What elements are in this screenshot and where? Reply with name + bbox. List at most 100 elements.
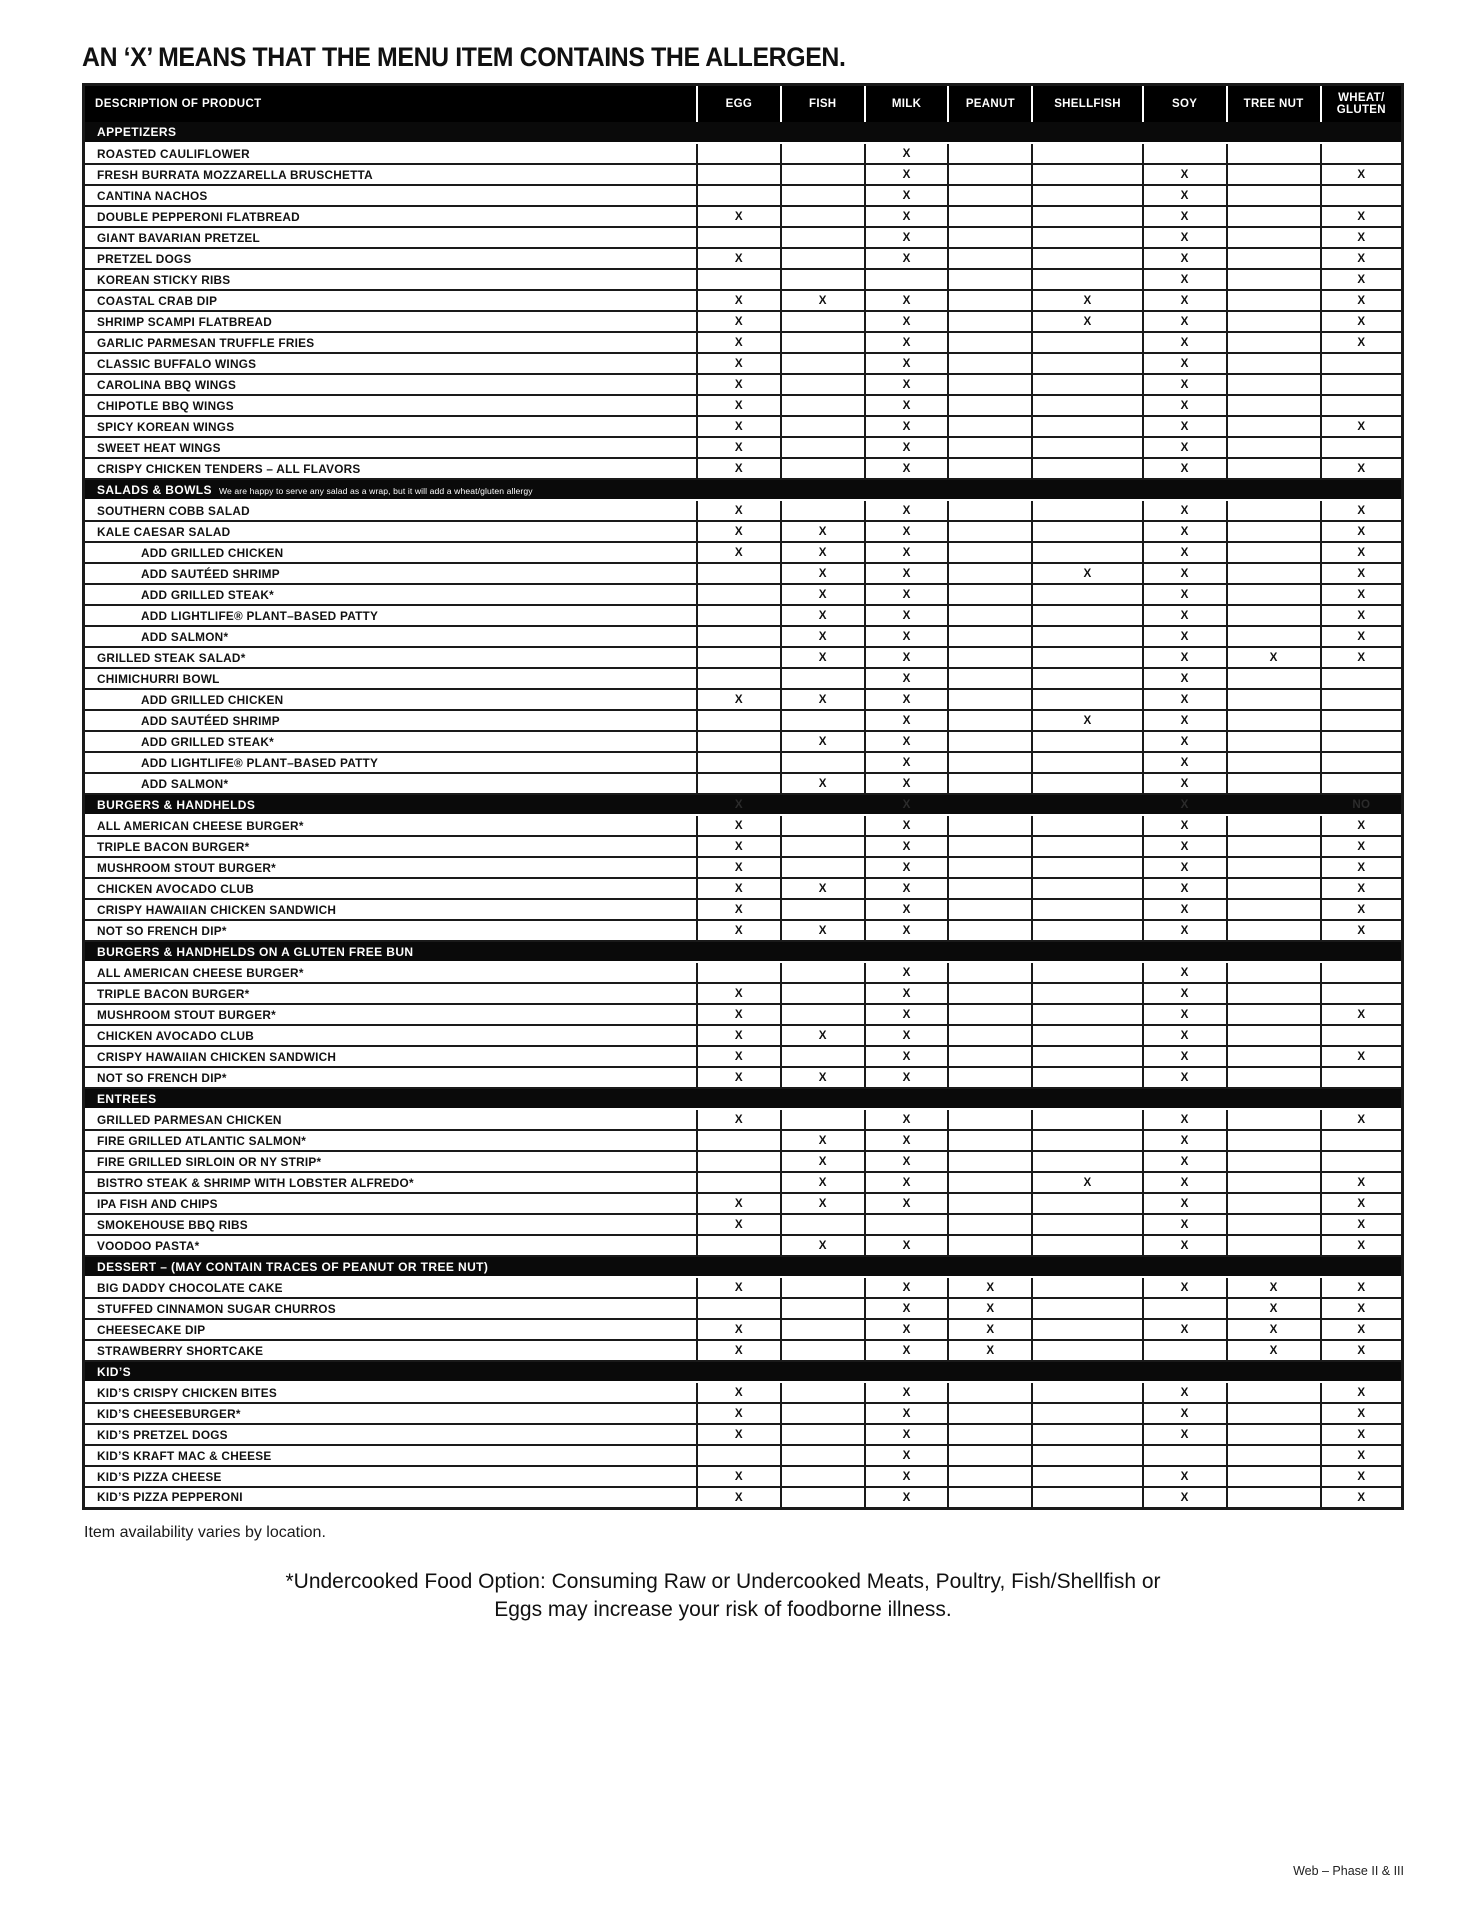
allergen-cell-wheat: X bbox=[1320, 332, 1403, 355]
allergen-cell-shellfish bbox=[1032, 1424, 1144, 1447]
allergen-cell-milk: X bbox=[864, 1319, 950, 1342]
table-header: DESCRIPTION OF PRODUCT EGG FISH MILK PEA… bbox=[83, 84, 1403, 123]
menu-item-name: CRISPY CHICKEN TENDERS – ALL FLAVORS bbox=[83, 458, 698, 481]
allergen-cell-egg bbox=[696, 122, 782, 145]
allergen-cell-egg: X bbox=[696, 1424, 782, 1447]
allergen-cell-fish bbox=[780, 269, 866, 292]
menu-item-name: STRAWBERRY SHORTCAKE bbox=[83, 1340, 698, 1363]
allergen-cell-soy: X bbox=[1142, 206, 1228, 229]
allergen-cell-egg: X bbox=[696, 1046, 782, 1069]
allergen-cell-milk: X bbox=[864, 1004, 950, 1027]
allergen-cell-soy: X bbox=[1142, 395, 1228, 418]
allergen-cell-wheat bbox=[1320, 1067, 1403, 1090]
allergen-cell-soy: X bbox=[1142, 920, 1228, 943]
allergen-cell-treenut bbox=[1226, 269, 1322, 292]
allergen-cell-soy bbox=[1142, 143, 1228, 166]
allergen-cell-egg: X bbox=[696, 983, 782, 1006]
allergen-cell-soy: X bbox=[1142, 332, 1228, 355]
allergen-cell-peanut bbox=[948, 1067, 1034, 1090]
allergen-cell-shellfish bbox=[1032, 1109, 1144, 1132]
table-row: CANTINA NACHOS X X bbox=[83, 185, 1403, 208]
menu-item-name: KID’S PIZZA CHEESE bbox=[83, 1466, 698, 1489]
allergen-cell-fish bbox=[780, 1109, 866, 1132]
allergen-cell-fish bbox=[780, 227, 866, 250]
allergen-cell-egg: X bbox=[696, 1487, 782, 1509]
allergen-cell-fish bbox=[780, 479, 866, 502]
table-row: MUSHROOM STOUT BURGER* X X X X bbox=[83, 857, 1403, 880]
allergen-cell-egg bbox=[696, 710, 782, 733]
allergen-cell-fish: X bbox=[780, 1172, 866, 1195]
allergen-cell-peanut bbox=[948, 857, 1034, 880]
section-header-row: SALADS & BOWLS We are happy to serve any … bbox=[83, 479, 1404, 502]
allergen-cell-peanut bbox=[948, 374, 1034, 397]
allergen-cell-soy: X bbox=[1142, 815, 1228, 838]
allergen-cell-treenut bbox=[1226, 626, 1322, 649]
allergen-cell-soy bbox=[1142, 479, 1228, 502]
table-row: FIRE GRILLED ATLANTIC SALMON* X X X bbox=[83, 1130, 1403, 1153]
allergen-cell-shellfish bbox=[1032, 1340, 1144, 1363]
allergen-cell-shellfish bbox=[1032, 1382, 1144, 1405]
section-header-row: BURGERS & HANDHELDS X X X NO bbox=[83, 794, 1404, 817]
allergen-cell-peanut bbox=[948, 143, 1034, 166]
column-header-treenut: TREE NUT bbox=[1226, 84, 1322, 123]
allergen-cell-peanut bbox=[948, 1361, 1034, 1384]
allergen-cell-treenut bbox=[1226, 752, 1322, 775]
allergen-cell-fish: X bbox=[780, 290, 866, 313]
table-row: ADD GRILLED STEAK* X X X X bbox=[83, 584, 1403, 607]
allergen-cell-shellfish bbox=[1032, 1046, 1144, 1069]
allergen-cell-shellfish bbox=[1032, 395, 1144, 418]
allergen-cell-peanut bbox=[948, 1487, 1034, 1509]
allergen-cell-soy: X bbox=[1142, 1403, 1228, 1426]
section-label: BURGERS & HANDHELDS bbox=[83, 794, 698, 817]
allergen-cell-milk: X bbox=[864, 857, 950, 880]
allergen-cell-fish: X bbox=[780, 542, 866, 565]
allergen-cell-milk: X bbox=[864, 1487, 950, 1509]
allergen-cell-fish bbox=[780, 332, 866, 355]
menu-item-name: KID’S PIZZA PEPPERONI bbox=[83, 1487, 698, 1509]
table-row: KID’S CHEESEBURGER* X X X X bbox=[83, 1403, 1403, 1426]
menu-item-name: CHIPOTLE BBQ WINGS bbox=[83, 395, 698, 418]
allergen-cell-peanut bbox=[948, 605, 1034, 628]
allergen-cell-shellfish bbox=[1032, 899, 1144, 922]
allergen-cell-peanut bbox=[948, 1214, 1034, 1237]
menu-item-name: COASTAL CRAB DIP bbox=[83, 290, 698, 313]
column-header-peanut: PEANUT bbox=[948, 84, 1034, 123]
allergen-cell-milk bbox=[864, 941, 950, 964]
table-row: ADD GRILLED CHICKEN X X X X X bbox=[83, 542, 1403, 565]
table-row: ALL AMERICAN CHEESE BURGER* X X bbox=[83, 962, 1403, 985]
allergen-cell-soy: X bbox=[1142, 836, 1228, 859]
allergen-cell-treenut bbox=[1226, 731, 1322, 754]
allergen-cell-treenut bbox=[1226, 941, 1322, 964]
allergen-cell-milk: X bbox=[864, 437, 950, 460]
column-header-egg: EGG bbox=[696, 84, 782, 123]
allergen-cell-peanut bbox=[948, 878, 1034, 901]
allergen-cell-peanut bbox=[948, 1466, 1034, 1489]
allergen-cell-fish: X bbox=[780, 626, 866, 649]
table-row: CRISPY HAWAIIAN CHICKEN SANDWICH X X X X bbox=[83, 1046, 1403, 1069]
allergen-cell-peanut bbox=[948, 437, 1034, 460]
table-row: CHEESECAKE DIP X X X X X X bbox=[83, 1319, 1403, 1342]
allergen-cell-soy: X bbox=[1142, 1151, 1228, 1174]
allergen-cell-milk: X bbox=[864, 500, 950, 523]
allergen-cell-fish bbox=[780, 668, 866, 691]
allergen-cell-treenut bbox=[1226, 689, 1322, 712]
menu-item-name: GARLIC PARMESAN TRUFFLE FRIES bbox=[83, 332, 698, 355]
allergen-cell-egg bbox=[696, 752, 782, 775]
allergen-cell-treenut bbox=[1226, 437, 1322, 460]
allergen-cell-milk: X bbox=[864, 1109, 950, 1132]
menu-item-name: FIRE GRILLED SIRLOIN OR NY STRIP* bbox=[83, 1151, 698, 1174]
allergen-cell-soy: X bbox=[1142, 500, 1228, 523]
allergen-cell-shellfish bbox=[1032, 647, 1144, 670]
allergen-cell-treenut bbox=[1226, 773, 1322, 796]
allergen-cell-milk bbox=[864, 1361, 950, 1384]
allergen-cell-wheat: X bbox=[1320, 1445, 1403, 1468]
allergen-cell-shellfish bbox=[1032, 815, 1144, 838]
allergen-cell-soy: X bbox=[1142, 1214, 1228, 1237]
allergen-cell-egg bbox=[696, 605, 782, 628]
allergen-cell-egg bbox=[696, 185, 782, 208]
allergen-cell-treenut bbox=[1226, 1109, 1322, 1132]
allergen-cell-fish bbox=[780, 1256, 866, 1279]
allergen-cell-peanut bbox=[948, 1130, 1034, 1153]
allergen-cell-fish bbox=[780, 815, 866, 838]
allergen-cell-fish bbox=[780, 1487, 866, 1509]
